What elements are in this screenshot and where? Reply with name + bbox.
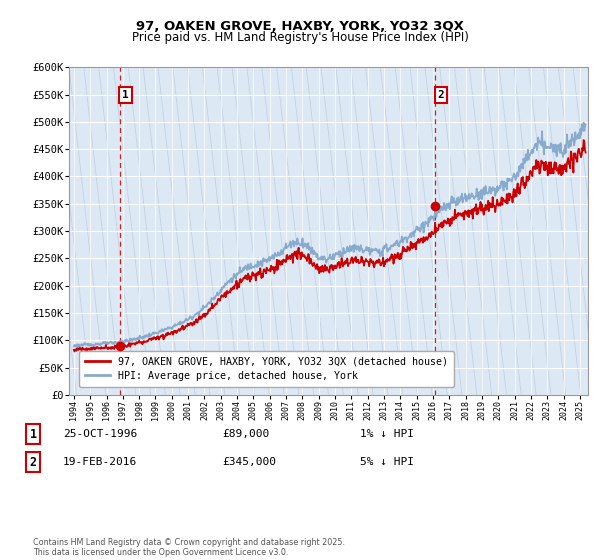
Text: 19-FEB-2016: 19-FEB-2016 [63, 457, 137, 467]
Text: Contains HM Land Registry data © Crown copyright and database right 2025.
This d: Contains HM Land Registry data © Crown c… [33, 538, 345, 557]
HPI: Average price, detached house, York: (2.01e+03, 2.82e+05): Average price, detached house, York: (2.… [397, 237, 404, 244]
Text: 1% ↓ HPI: 1% ↓ HPI [360, 429, 414, 439]
Text: 2: 2 [437, 90, 444, 100]
97, OAKEN GROVE, HAXBY, YORK, YO32 3QX (detached house) [512, 186, 519, 193]
97, OAKEN GROVE, HAXBY, YORK, YO32 3QX (detached house) [382, 261, 389, 268]
97, OAKEN GROVE, HAXBY, YORK, YO32 3QX (detached house) [368, 258, 375, 265]
HPI: Average price, detached house, York: (2.01e+03, 2.7e+05): Average price, detached house, York: (2.… [382, 244, 389, 251]
Text: 5% ↓ HPI: 5% ↓ HPI [360, 457, 414, 467]
Line: 97, OAKEN GROVE, HAXBY, YORK, YO32 3QX (detached house): 97, OAKEN GROVE, HAXBY, YORK, YO32 3QX (… [74, 140, 586, 352]
HPI: Average price, detached house, York: (2.03e+03, 4.98e+05): Average price, detached house, York: (2.… [580, 119, 587, 126]
Text: 1: 1 [29, 427, 37, 441]
Text: 1: 1 [122, 90, 129, 100]
97, OAKEN GROVE, HAXBY, YORK, YO32 3QX (detached house) [71, 348, 78, 355]
97, OAKEN GROVE, HAXBY, YORK, YO32 3QX (detached house) [70, 347, 77, 353]
HPI: Average price, detached house, York: (2e+03, 9.21e+04): Average price, detached house, York: (2e… [103, 341, 110, 348]
HPI: Average price, detached house, York: (1.99e+03, 8.85e+04): Average price, detached house, York: (1.… [70, 343, 77, 350]
97, OAKEN GROVE, HAXBY, YORK, YO32 3QX (detached house) [582, 149, 589, 156]
HPI: Average price, detached house, York: (2.01e+03, 2.62e+05): Average price, detached house, York: (2.… [368, 248, 375, 255]
Text: £345,000: £345,000 [222, 457, 276, 467]
HPI: Average price, detached house, York: (2.03e+03, 4.95e+05): Average price, detached house, York: (2.… [582, 121, 589, 128]
Text: 25-OCT-1996: 25-OCT-1996 [63, 429, 137, 439]
Text: Price paid vs. HM Land Registry's House Price Index (HPI): Price paid vs. HM Land Registry's House … [131, 31, 469, 44]
HPI: Average price, detached house, York: (2.02e+03, 3.96e+05): Average price, detached house, York: (2.… [512, 175, 519, 182]
Text: 97, OAKEN GROVE, HAXBY, YORK, YO32 3QX: 97, OAKEN GROVE, HAXBY, YORK, YO32 3QX [136, 20, 464, 32]
97, OAKEN GROVE, HAXBY, YORK, YO32 3QX (detached house) [103, 342, 110, 348]
Line: HPI: Average price, detached house, York: HPI: Average price, detached house, York [74, 123, 586, 347]
Text: 2: 2 [29, 455, 37, 469]
HPI: Average price, detached house, York: (2.02e+03, 3.52e+05): Average price, detached house, York: (2.… [459, 199, 466, 206]
97, OAKEN GROVE, HAXBY, YORK, YO32 3QX (detached house) [580, 137, 587, 143]
97, OAKEN GROVE, HAXBY, YORK, YO32 3QX (detached house) [459, 213, 466, 220]
97, OAKEN GROVE, HAXBY, YORK, YO32 3QX (detached house) [397, 250, 404, 257]
Legend: 97, OAKEN GROVE, HAXBY, YORK, YO32 3QX (detached house), HPI: Average price, det: 97, OAKEN GROVE, HAXBY, YORK, YO32 3QX (… [79, 351, 454, 386]
Text: £89,000: £89,000 [222, 429, 269, 439]
HPI: Average price, detached house, York: (1.99e+03, 8.72e+04): Average price, detached house, York: (1.… [74, 344, 82, 351]
